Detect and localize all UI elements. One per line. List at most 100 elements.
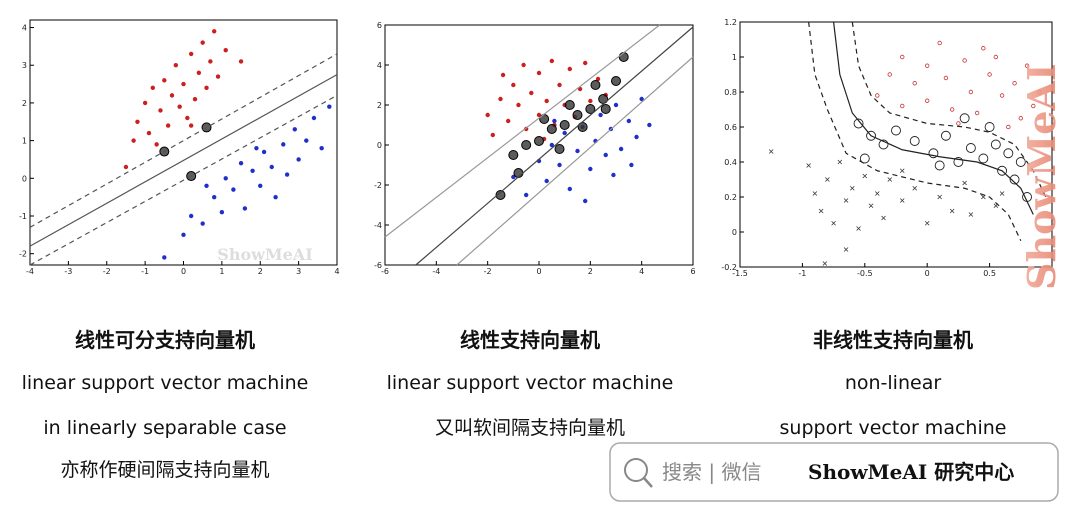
point [284,172,290,177]
boundary-line [29,53,338,228]
point [485,112,490,118]
support-vector [953,157,964,167]
search-icon-handle [643,477,653,488]
support-vector [978,153,989,164]
point [598,112,603,118]
point [188,123,194,128]
caption-title: 线性支持向量机 [460,328,600,352]
support-vector [1003,148,1014,159]
point [158,108,163,113]
y-tick-label: -6 [374,261,382,270]
point [588,98,593,104]
point [981,46,986,51]
point [327,104,332,109]
support-vector [984,122,995,132]
point [131,138,136,143]
y-tick-label: 2 [22,99,27,108]
support-vector [508,150,519,160]
x-tick-label: 0 [925,269,930,278]
point [258,183,263,189]
support-vector [878,139,889,150]
point [862,173,868,179]
y-tick-label: 0.6 [724,123,737,132]
point [219,210,225,215]
support-vector [959,113,970,124]
boundary-line [29,74,338,247]
point [887,72,892,77]
point [506,118,511,124]
support-vector [940,130,951,141]
point [177,104,182,109]
support-vector [618,52,629,62]
y-tick-label: 0 [377,141,382,150]
y-tick-label: 0 [22,174,27,183]
point [242,206,248,211]
point [850,185,855,191]
x-tick-label: 2 [258,267,263,276]
point [575,148,580,154]
point [557,162,562,168]
point [490,132,495,138]
search-icon [624,458,648,482]
point [634,134,639,140]
y-tick-label: 6 [377,21,382,30]
point [254,145,259,151]
support-vector [495,190,506,200]
support-vector [546,124,557,134]
point [162,255,167,260]
boundary-line [851,21,1047,198]
point [154,142,159,147]
point [500,72,506,78]
y-tick-label: 4 [22,24,27,33]
point [261,149,267,155]
point [999,191,1005,196]
point [1018,116,1023,121]
y-tick-label: -2 [19,250,27,259]
point [822,261,828,266]
y-tick-label: 0 [732,228,737,237]
point [549,142,555,148]
point [912,81,917,86]
point [196,70,202,75]
point [173,63,179,68]
y-tick-label: 0.4 [724,158,737,167]
x-tick-label: 3 [296,267,301,276]
support-vector [572,110,583,120]
point [611,172,616,178]
point [181,232,186,238]
point [868,203,874,209]
x-tick-label: -4 [26,267,34,276]
point [768,149,774,154]
point [987,72,992,77]
caption-title: 线性可分支持向量机 [75,328,255,352]
badge-search: 搜索 | 微信 [662,460,761,484]
point [150,85,155,91]
x-tick-label: 6 [690,267,695,276]
point [937,40,942,46]
caption-line: 又叫软间隔支持向量机 [435,417,625,439]
point [968,212,974,217]
x-tick-label: -2 [103,267,111,276]
point [238,59,244,64]
point [223,176,228,181]
y-tick-label: 0.8 [724,88,737,97]
point [900,54,905,60]
support-vector [934,160,945,171]
point [552,118,557,124]
point [304,138,309,143]
point [296,157,301,162]
x-tick-label: -1.5 [732,269,748,278]
x-tick-label: -1 [141,267,149,276]
x-tick-label: 2 [588,267,593,276]
point [123,164,129,170]
support-vector [1015,157,1026,167]
support-vector [997,165,1008,176]
point [925,98,930,103]
point [521,62,526,68]
point [557,82,562,88]
point [169,93,175,98]
support-vector [564,100,575,110]
point [962,180,967,186]
point [912,185,918,191]
point [498,96,503,102]
